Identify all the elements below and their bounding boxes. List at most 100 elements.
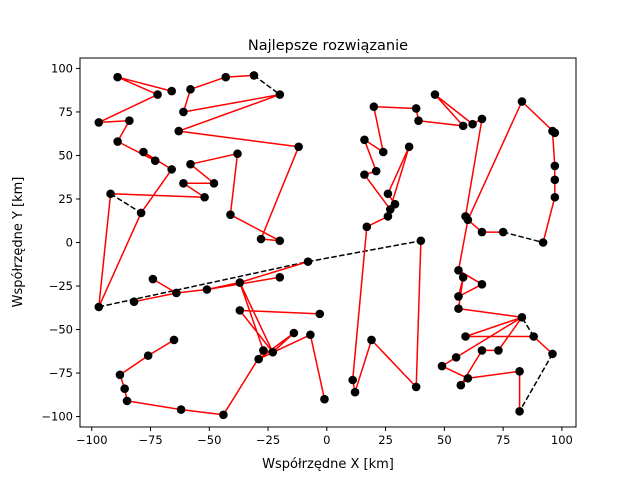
- city-point: [362, 222, 372, 232]
- y-axis-label: Współrzędne Y [km]: [11, 177, 26, 308]
- city-point: [172, 288, 181, 298]
- y-tick-label: 75: [58, 105, 73, 119]
- x-tick-label: 0: [323, 433, 330, 447]
- city-point: [169, 335, 179, 345]
- city-point: [106, 189, 115, 199]
- city-point: [456, 380, 466, 390]
- city-point: [454, 304, 463, 313]
- city-point: [548, 349, 557, 359]
- y-tick-label: −25: [49, 279, 73, 293]
- y-tick-label: −75: [49, 366, 73, 380]
- city-point: [176, 405, 186, 414]
- city-point: [404, 142, 414, 152]
- city-point: [129, 297, 139, 306]
- city-point: [226, 210, 235, 219]
- city-point: [369, 102, 379, 112]
- city-point: [463, 373, 473, 383]
- x-tick-label: 25: [378, 433, 393, 447]
- city-point: [430, 90, 440, 99]
- return-leg-segment: [110, 193, 142, 214]
- x-tick-label: 100: [551, 433, 573, 447]
- city-point: [139, 147, 148, 157]
- x-tick-label: −25: [256, 433, 280, 447]
- city-point: [390, 199, 400, 209]
- city-point: [94, 302, 104, 312]
- city-point: [360, 135, 369, 145]
- x-tick-label: −50: [197, 433, 221, 447]
- city-point: [289, 328, 299, 338]
- city-point: [303, 257, 313, 266]
- x-tick-label: 75: [496, 433, 511, 447]
- city-point: [153, 90, 162, 99]
- x-tick-label: 50: [437, 433, 452, 447]
- city-point: [538, 238, 548, 247]
- city-point: [122, 396, 132, 406]
- city-point: [416, 236, 426, 246]
- city-point: [320, 394, 329, 404]
- city-point: [477, 346, 487, 355]
- route-path-5: [441, 316, 523, 412]
- city-point: [294, 142, 303, 152]
- city-point: [494, 346, 503, 355]
- city-point: [113, 137, 122, 146]
- city-point: [233, 149, 242, 159]
- city-point: [461, 332, 470, 341]
- city-point: [259, 346, 268, 355]
- city-point: [219, 410, 228, 420]
- city-point: [120, 384, 129, 394]
- city-point: [360, 170, 369, 179]
- city-point: [150, 156, 160, 165]
- y-tick-label: −100: [41, 410, 73, 424]
- city-point: [348, 375, 357, 385]
- return-leg-segment: [518, 353, 554, 412]
- city-point: [200, 192, 209, 202]
- city-point: [411, 104, 421, 113]
- city-point: [437, 361, 447, 371]
- chart-title: Najlepsze rozwiązanie: [248, 38, 408, 54]
- city-point: [454, 292, 463, 301]
- city-point: [550, 192, 560, 202]
- city-point: [515, 367, 524, 376]
- city-point: [477, 279, 487, 289]
- city-point: [249, 71, 259, 80]
- city-point: [350, 387, 360, 397]
- city-point: [221, 72, 231, 82]
- city-point: [451, 353, 461, 362]
- city-point: [143, 351, 153, 360]
- city-point: [458, 121, 468, 131]
- city-point: [268, 347, 278, 357]
- city-point: [477, 227, 487, 237]
- city-point: [463, 215, 473, 225]
- city-point: [125, 116, 134, 125]
- city-point: [414, 116, 423, 125]
- y-tick-label: 0: [66, 236, 73, 250]
- city-point: [529, 332, 538, 341]
- city-point: [186, 159, 195, 169]
- city-points: [94, 71, 560, 420]
- city-point: [315, 309, 325, 319]
- city-point: [550, 161, 560, 171]
- city-point: [498, 227, 508, 237]
- city-point: [275, 236, 285, 246]
- city-point: [167, 165, 176, 174]
- y-tick-label: −50: [49, 323, 73, 337]
- city-point: [411, 382, 421, 392]
- city-point: [235, 278, 245, 287]
- y-axis-ticks: −100 −75 −50 −25 0 25 50 75 100: [41, 61, 80, 424]
- return-leg-segment: [253, 74, 281, 96]
- city-point: [367, 335, 376, 345]
- city-point: [115, 370, 125, 380]
- city-point: [550, 128, 560, 138]
- return-leg-segment: [502, 231, 544, 244]
- city-point: [256, 234, 266, 244]
- city-point: [254, 354, 263, 364]
- city-point: [94, 118, 104, 127]
- route-path-6: [239, 281, 326, 400]
- city-point: [517, 97, 527, 106]
- city-point: [550, 175, 560, 185]
- y-tick-label: 100: [51, 61, 73, 75]
- city-point: [383, 212, 393, 221]
- city-point: [202, 285, 212, 294]
